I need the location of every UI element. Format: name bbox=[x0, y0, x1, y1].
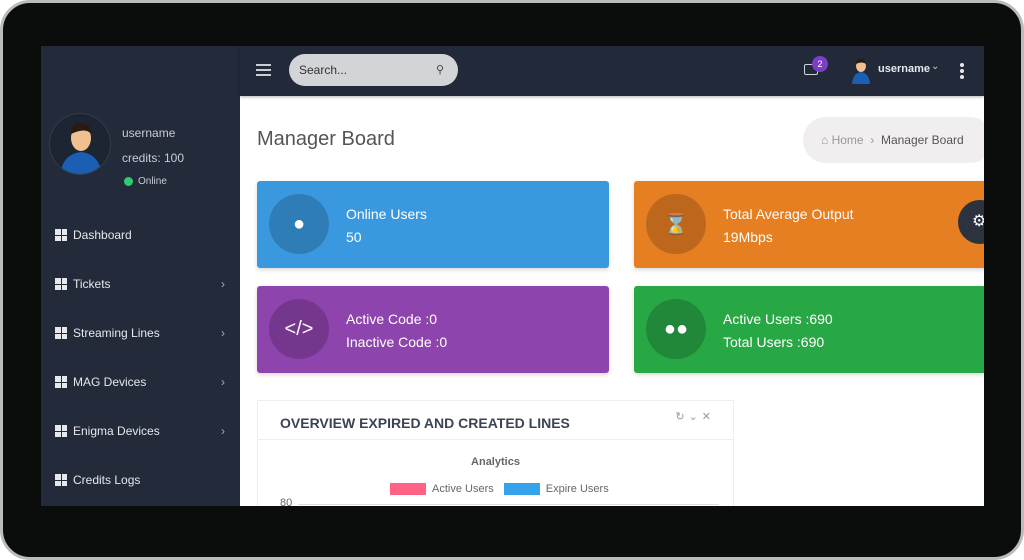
online-users-card: ● Online Users 50 bbox=[257, 181, 609, 268]
avatar bbox=[49, 113, 111, 175]
collapse-icon[interactable]: ⌄ bbox=[688, 411, 702, 423]
search-input[interactable]: Search... ⚲ bbox=[289, 54, 458, 86]
users-card: ●● Active Users :690 Total Users :690 bbox=[634, 286, 984, 373]
grid-icon bbox=[55, 474, 67, 486]
nav-label: Dashboard bbox=[73, 228, 132, 242]
panel-title: OVERVIEW EXPIRED AND CREATED LINES bbox=[280, 415, 570, 431]
chevron-right-icon: › bbox=[221, 424, 225, 438]
card-label: Online Users bbox=[346, 206, 427, 222]
chevron-right-icon: › bbox=[221, 375, 225, 389]
card-label: Total Average Output bbox=[723, 206, 854, 222]
sidebar-item-credits-logs[interactable]: Credits Logs bbox=[55, 473, 225, 487]
breadcrumb-current: Manager Board bbox=[880, 133, 964, 147]
nav-label: Enigma Devices bbox=[73, 424, 160, 438]
legend-swatch-active bbox=[390, 483, 426, 495]
chevron-down-icon[interactable]: ⌄ bbox=[931, 61, 940, 72]
chart-title: Analytics bbox=[471, 456, 520, 468]
legend-expire-users[interactable]: Expire Users bbox=[545, 483, 609, 495]
nav-label: Streaming Lines bbox=[73, 326, 160, 340]
sidebar-item-streaming-lines[interactable]: Streaming Lines › bbox=[55, 326, 225, 340]
panel-tools: ↻⌄✕ bbox=[675, 410, 715, 423]
chevron-right-icon: › bbox=[221, 277, 225, 291]
sidebar: username credits: 100 Online Dashboard T… bbox=[41, 46, 240, 506]
sidebar-username: username bbox=[122, 126, 176, 140]
nav-label: MAG Devices bbox=[73, 375, 147, 389]
sidebar-item-dashboard[interactable]: Dashboard bbox=[55, 228, 225, 242]
gridline bbox=[298, 504, 719, 505]
close-icon[interactable]: ✕ bbox=[701, 411, 715, 423]
users-icon: ●● bbox=[646, 299, 706, 359]
sidebar-header bbox=[41, 46, 240, 96]
mail-badge: 2 bbox=[812, 56, 828, 72]
sidebar-item-tickets[interactable]: Tickets › bbox=[55, 277, 225, 291]
chevron-right-icon: › bbox=[221, 326, 225, 340]
grid-icon bbox=[55, 425, 67, 437]
card-label: Active Users :690 bbox=[723, 311, 833, 327]
menu-icon[interactable] bbox=[256, 64, 271, 76]
nav-label: Credits Logs bbox=[73, 473, 141, 487]
sidebar-credits: credits: 100 bbox=[122, 151, 185, 165]
user-avatar[interactable] bbox=[852, 58, 870, 84]
card-value: 50 bbox=[346, 229, 362, 245]
spinner-icon: ⌛ bbox=[646, 194, 706, 254]
search-icon[interactable]: ⚲ bbox=[435, 64, 444, 76]
codes-card: </> Active Code :0 Inactive Code :0 bbox=[257, 286, 609, 373]
nav-label: Tickets bbox=[73, 277, 111, 291]
status-dot-icon bbox=[124, 177, 133, 186]
grid-icon bbox=[55, 327, 67, 339]
card-value: 19Mbps bbox=[723, 229, 773, 245]
more-options-icon[interactable] bbox=[960, 63, 964, 79]
grid-icon bbox=[55, 278, 67, 290]
user-menu[interactable]: username bbox=[878, 63, 930, 75]
grid-icon bbox=[55, 376, 67, 388]
refresh-icon[interactable]: ↻ bbox=[675, 411, 689, 423]
status-label: Online bbox=[138, 176, 167, 187]
sidebar-item-mag-devices[interactable]: MAG Devices › bbox=[55, 375, 225, 389]
user-icon: ● bbox=[269, 194, 329, 254]
card-label: Active Code :0 bbox=[346, 311, 438, 327]
code-icon: </> bbox=[269, 299, 329, 359]
online-status: Online bbox=[124, 176, 167, 187]
topbar: Search... ⚲ 2 username ⌄ bbox=[240, 46, 984, 96]
overview-panel: OVERVIEW EXPIRED AND CREATED LINES ↻⌄✕ A… bbox=[257, 400, 734, 506]
dashboard-icon bbox=[55, 229, 67, 241]
output-card: ⌛ Total Average Output 19Mbps bbox=[634, 181, 984, 268]
chart-legend: Active Users Expire Users bbox=[390, 483, 609, 495]
sidebar-item-enigma-devices[interactable]: Enigma Devices › bbox=[55, 424, 225, 438]
legend-swatch-expire bbox=[503, 483, 540, 495]
home-icon: ⌂ bbox=[821, 133, 829, 147]
card-value: Total Users :690 bbox=[723, 334, 825, 350]
y-tick-label: 80 bbox=[280, 497, 293, 506]
screen: username credits: 100 Online Dashboard T… bbox=[41, 46, 984, 506]
search-placeholder: Search... bbox=[299, 63, 348, 77]
breadcrumb: ⌂ Home › Manager Board bbox=[803, 117, 984, 163]
card-value: Inactive Code :0 bbox=[346, 334, 448, 350]
breadcrumb-home[interactable]: Home bbox=[831, 133, 864, 147]
page-title: Manager Board bbox=[257, 128, 395, 150]
legend-active-users[interactable]: Active Users bbox=[432, 483, 494, 495]
